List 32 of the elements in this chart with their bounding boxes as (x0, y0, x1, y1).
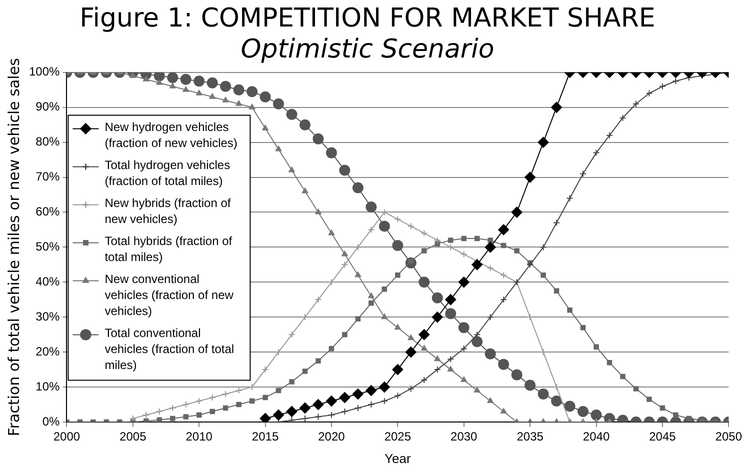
legend-label: Total hydrogen vehicles (fraction of total miles) (104, 158, 230, 188)
y-tick-label: 50% (36, 240, 60, 254)
y-tick-label: 90% (36, 100, 60, 114)
x-tick-label: 2005 (120, 430, 147, 444)
y-tick-label: 100% (28, 64, 60, 79)
x-tick-label: 2015 (252, 430, 279, 444)
y-tick-label: 30% (36, 309, 60, 324)
legend-label: New conventional vehicles (fraction of new vehicles) (104, 272, 234, 318)
y-tick-label: 0% (42, 414, 60, 428)
y-tick-label: 40% (36, 274, 60, 288)
y-tick-label: 10% (36, 379, 60, 394)
y-tick-label: 80% (36, 134, 60, 149)
chart-title: Figure 1: COMPETITION FOR MARKET SHARE (80, 3, 656, 34)
legend-label: New hydrogen vehicles (fraction of new vehicles) (104, 120, 238, 150)
x-tick-label: 2025 (384, 430, 412, 444)
x-tick-label: 2040 (582, 430, 610, 444)
y-tick-label: 60% (36, 204, 60, 219)
y-tick-label: 20% (36, 344, 60, 358)
legend-label: Total hybrids (fraction of total miles) (104, 234, 233, 264)
legend-label: Total conventional vehicles (fraction of total miles) (104, 326, 234, 372)
x-tick-label: 2000 (53, 430, 80, 444)
x-tick-label: 2050 (715, 430, 742, 444)
y-axis-title: Fraction of total vehicle miles or new vehicle sales (4, 58, 23, 436)
x-tick-label: 2035 (516, 430, 544, 444)
chart-subtitle: Optimistic Scenario (240, 34, 494, 65)
legend-label: New hybrids (fraction of new vehicles) (104, 196, 232, 226)
x-tick-label: 2045 (649, 430, 676, 444)
x-tick-label: 2030 (450, 430, 478, 444)
x-tick-label: 2020 (318, 430, 346, 444)
y-tick-label: 70% (36, 170, 60, 184)
x-axis-title: Year (384, 450, 412, 466)
x-tick-label: 2010 (186, 430, 213, 444)
